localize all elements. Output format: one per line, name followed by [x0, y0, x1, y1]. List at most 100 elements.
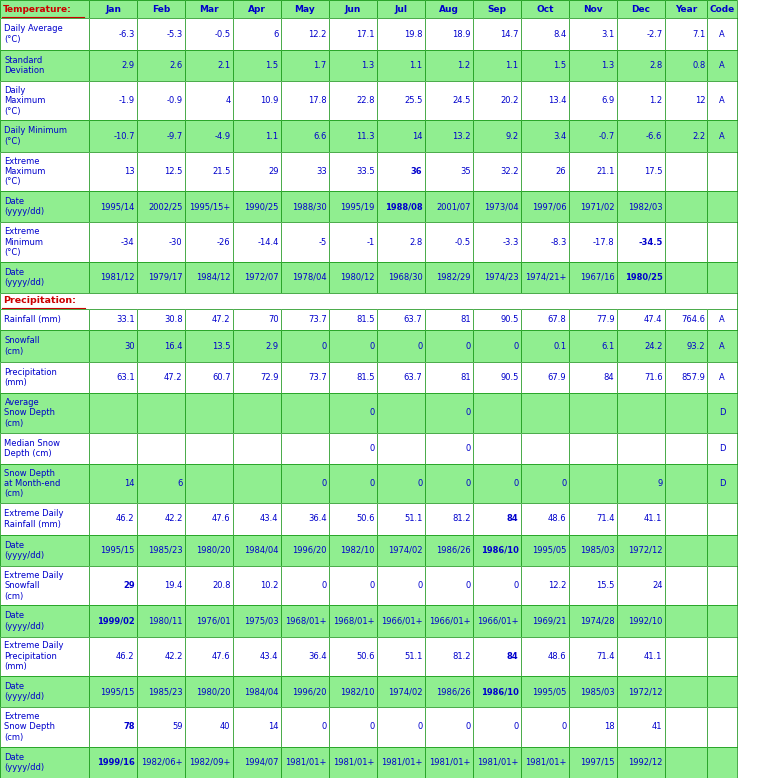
Bar — [89, 81, 137, 121]
Bar — [137, 393, 185, 433]
Bar — [0, 50, 89, 81]
Text: 1968/01+: 1968/01+ — [333, 616, 375, 626]
Text: Extreme
Maximum
(°C): Extreme Maximum (°C) — [5, 156, 46, 187]
Bar — [569, 261, 617, 293]
Text: 18: 18 — [604, 723, 615, 731]
Text: 47.2: 47.2 — [212, 315, 231, 324]
Bar — [617, 636, 665, 676]
Bar — [617, 331, 665, 362]
Bar — [377, 362, 425, 393]
Text: Precipitation
(mm): Precipitation (mm) — [5, 368, 57, 387]
Bar — [521, 81, 569, 121]
Bar — [0, 293, 737, 309]
Bar — [377, 636, 425, 676]
Text: 7.1: 7.1 — [692, 30, 705, 39]
Bar — [185, 676, 233, 707]
Text: A: A — [719, 373, 725, 382]
Text: 70: 70 — [268, 315, 279, 324]
Bar — [617, 534, 665, 566]
Text: 13.4: 13.4 — [548, 96, 567, 105]
Text: Daily Average
(°C): Daily Average (°C) — [5, 24, 63, 44]
Bar — [233, 503, 281, 534]
Bar — [329, 566, 377, 605]
Bar — [377, 223, 425, 261]
Text: Sep: Sep — [488, 5, 506, 14]
Text: 2.2: 2.2 — [692, 131, 705, 141]
Bar — [89, 81, 137, 121]
Bar — [617, 676, 665, 707]
Text: 1982/03: 1982/03 — [628, 202, 663, 212]
Text: 1973/04: 1973/04 — [484, 202, 519, 212]
Bar — [425, 81, 473, 121]
Text: Date
(yyyy/dd): Date (yyyy/dd) — [5, 197, 45, 216]
Text: 2001/07: 2001/07 — [436, 202, 471, 212]
Text: 63.7: 63.7 — [404, 315, 423, 324]
Text: -3.3: -3.3 — [502, 237, 519, 247]
Bar — [521, 676, 569, 707]
Bar — [377, 676, 425, 707]
Bar — [137, 433, 185, 464]
Text: 36.4: 36.4 — [308, 514, 327, 524]
Bar — [473, 534, 521, 566]
Text: Snowfall
(cm): Snowfall (cm) — [5, 336, 40, 356]
Bar — [707, 707, 737, 747]
Bar — [0, 393, 89, 433]
Bar — [281, 707, 329, 747]
Text: 1982/10: 1982/10 — [340, 687, 375, 696]
Bar — [521, 362, 569, 393]
Bar — [89, 605, 137, 636]
Bar — [185, 534, 233, 566]
Bar — [473, 309, 521, 331]
Bar — [0, 19, 89, 50]
Bar — [137, 362, 185, 393]
Bar — [377, 81, 425, 121]
Bar — [473, 464, 521, 503]
Bar — [185, 636, 233, 676]
Text: 12: 12 — [695, 96, 705, 105]
Bar — [0, 50, 89, 81]
Bar — [569, 605, 617, 636]
Bar — [665, 566, 707, 605]
Bar — [89, 534, 137, 566]
Bar — [425, 121, 473, 152]
Bar — [521, 152, 569, 191]
Text: 41: 41 — [652, 723, 663, 731]
Bar — [329, 50, 377, 81]
Bar — [0, 309, 89, 331]
Bar — [425, 464, 473, 503]
Bar — [137, 331, 185, 362]
Bar — [281, 0, 329, 19]
Bar — [377, 50, 425, 81]
Bar — [329, 19, 377, 50]
Text: 1980/12: 1980/12 — [340, 273, 375, 282]
Bar — [137, 121, 185, 152]
Bar — [569, 81, 617, 121]
Bar — [473, 81, 521, 121]
Bar — [425, 223, 473, 261]
Bar — [707, 19, 737, 50]
Text: -0.7: -0.7 — [598, 131, 615, 141]
Bar — [0, 605, 89, 636]
Text: D: D — [719, 443, 725, 453]
Bar — [665, 152, 707, 191]
Bar — [425, 534, 473, 566]
Text: 1988/08: 1988/08 — [385, 202, 423, 212]
Bar — [89, 747, 137, 778]
Text: 16.4: 16.4 — [164, 342, 183, 351]
Bar — [329, 636, 377, 676]
Bar — [0, 393, 89, 433]
Bar — [377, 464, 425, 503]
Text: Mar: Mar — [199, 5, 219, 14]
Bar — [473, 707, 521, 747]
Bar — [665, 331, 707, 362]
Text: 17.8: 17.8 — [308, 96, 327, 105]
Text: 1990/25: 1990/25 — [244, 202, 279, 212]
Bar — [569, 605, 617, 636]
Text: Median Snow
Depth (cm): Median Snow Depth (cm) — [5, 439, 60, 458]
Bar — [0, 534, 89, 566]
Bar — [569, 331, 617, 362]
Text: 46.2: 46.2 — [116, 652, 135, 661]
Bar — [233, 747, 281, 778]
Bar — [425, 309, 473, 331]
Text: Extreme
Snow Depth
(cm): Extreme Snow Depth (cm) — [5, 712, 56, 742]
